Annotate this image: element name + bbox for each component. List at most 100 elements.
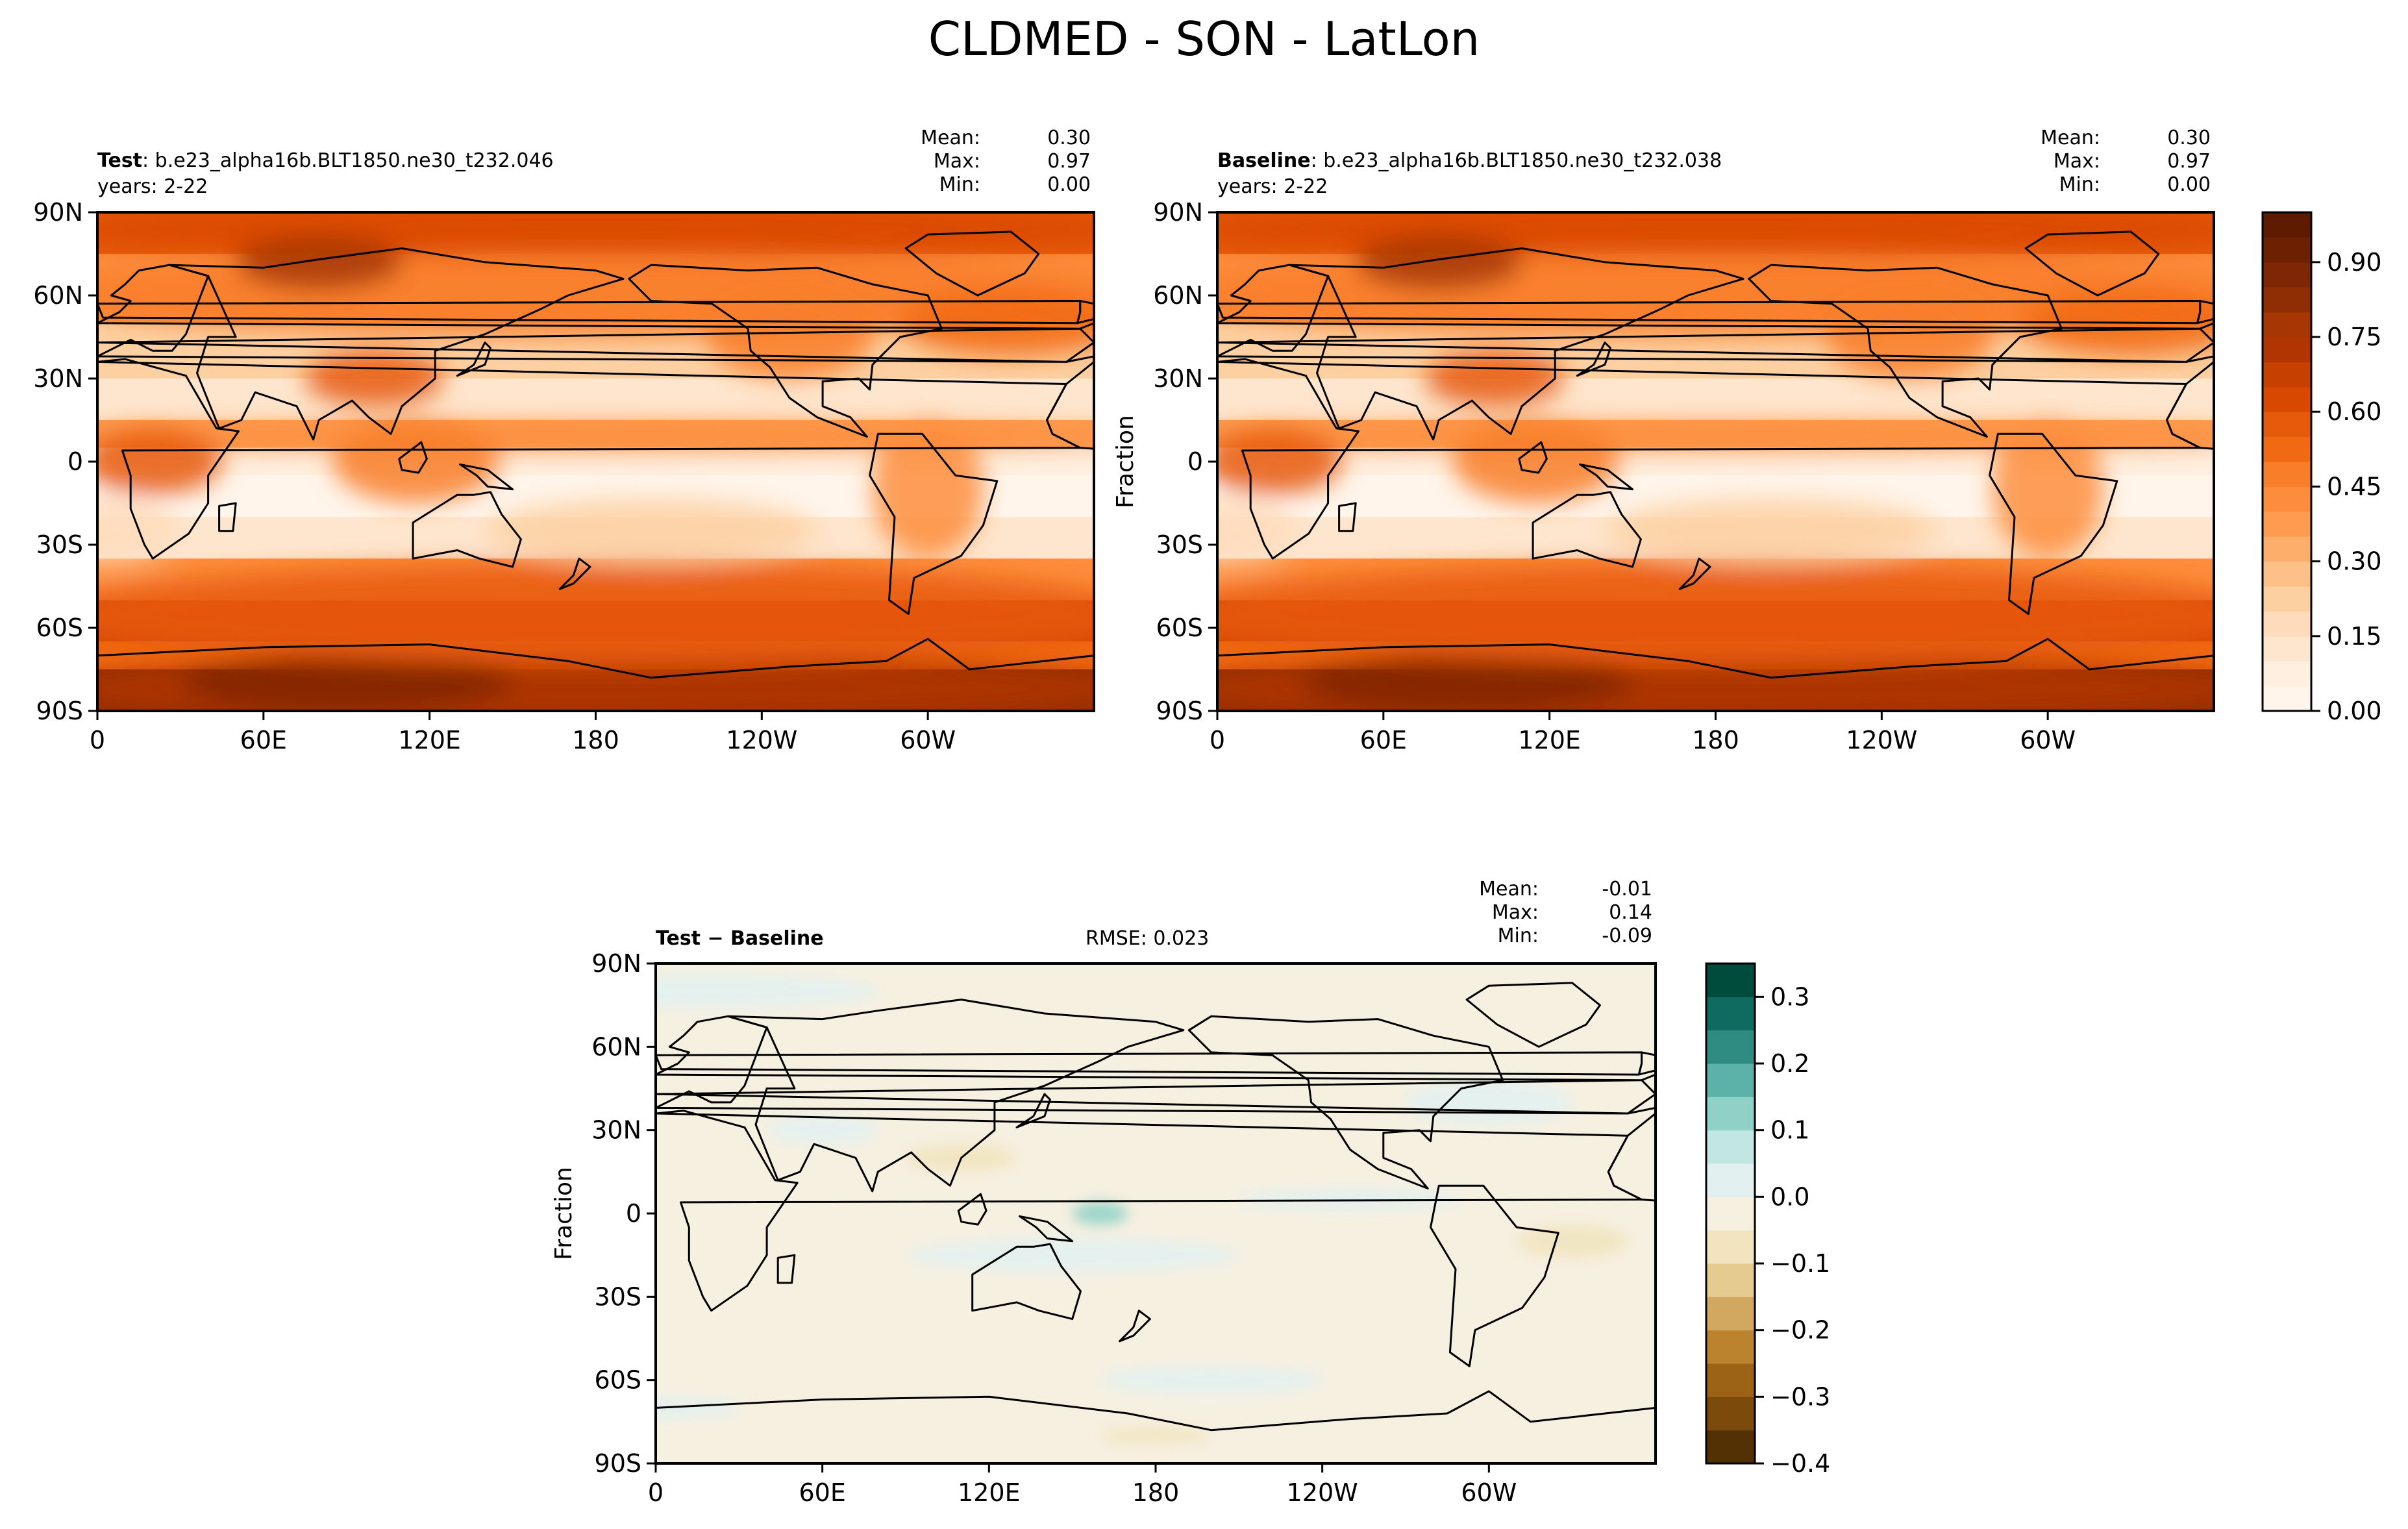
test-max-label: Max:: [933, 150, 980, 173]
coastlines: [97, 230, 1094, 711]
x-tick-label: 120W: [1287, 1478, 1358, 1507]
field-blob: [1992, 420, 2104, 559]
coastline-africa: [97, 358, 1082, 560]
test-case-name: : b.e23_alpha16b.BLT1850.ne30_t232.046: [142, 149, 554, 172]
colorbar-tick-label: −0.3: [1770, 1382, 1830, 1411]
baseline-years: years: 2-22: [1217, 175, 1328, 198]
x-tick-label: 120E: [1518, 726, 1581, 754]
diff-mean-label: Mean:: [1479, 878, 1539, 901]
ticks-difference: 0 60E 120E 180 120W 60W 90N 60N 30N 0 30S 60S 90S: [591, 949, 1517, 1507]
field-blob: [484, 497, 817, 564]
diff-blobs: [656, 975, 1628, 1445]
baseline-min-label: Min:: [2059, 173, 2100, 196]
diff-min-value: -0.09: [1602, 925, 1652, 947]
field-blob: [1217, 428, 1342, 495]
field-blob: [1217, 212, 2214, 257]
field-blob: [97, 564, 1094, 664]
x-tick-label: 120E: [958, 1478, 1021, 1507]
colorbar-segment: [2263, 412, 2311, 438]
field-blob: [706, 295, 873, 379]
coastlines: [656, 982, 1656, 1463]
x-tick-label: 120E: [398, 726, 461, 754]
field-blob: [97, 212, 1094, 257]
coastline-samerica: [869, 432, 999, 615]
colorbar-tick-label: 0.3: [1770, 982, 1809, 1011]
diff-label: Test − Baseline: [656, 927, 824, 950]
x-tick-label: 60E: [799, 1478, 845, 1507]
colorbar-segment: [2263, 561, 2311, 587]
colorbar-segment: [2263, 237, 2311, 263]
x-tick-label: 0: [90, 726, 105, 754]
field-blob: [304, 351, 443, 406]
colorbar-tick-label: −0.2: [1770, 1316, 1830, 1345]
y-tick-label: 60N: [1153, 281, 1203, 310]
y-tick-label: 30S: [36, 530, 83, 559]
y-tick-label: 30N: [1153, 364, 1203, 393]
field-blob: [1300, 655, 1633, 711]
y-tick-label: 60S: [1156, 614, 1203, 642]
ticks-test: 0 60E 120E 180 120W 60W 90N 60N 30N 0 30S 60S 90S: [33, 198, 956, 754]
colorbar-segment: [2263, 462, 2311, 487]
y-tick-label: 90S: [36, 697, 83, 725]
ticks-baseline: 0 60E 120E 180 120W 60W 90N 60N 30N 0 30S 60S 90S: [1153, 198, 2076, 754]
colorbar-segment: [1706, 1230, 1755, 1264]
diff-stat-labels: Mean: Max: Min:: [1441, 878, 1539, 948]
field-blobs: [1217, 212, 2214, 711]
coastline-asia: [1288, 247, 1744, 441]
coastline-antarctica: [1217, 638, 2214, 711]
y-tick-label: 0: [1187, 447, 1203, 476]
coastline-europe-wrap: [1626, 1073, 1656, 1115]
y-tick-label: 60N: [33, 281, 83, 310]
baseline-mean-value: 0.30: [2167, 127, 2211, 149]
colorbar-tick-label: 0.2: [1770, 1049, 1809, 1078]
coastline-africa: [1217, 358, 2202, 560]
field-blobs: [97, 212, 1094, 711]
test-min-label: Min:: [939, 173, 980, 196]
test-years: years: 2-22: [97, 175, 208, 198]
coastline-europe-wrap: [2185, 322, 2214, 363]
test-min-value: 0.00: [1047, 173, 1091, 196]
coastline-madagascar: [218, 502, 237, 532]
y-tick-label: 0: [68, 447, 83, 476]
y-tick-label: 90N: [1153, 198, 1203, 227]
y-tick-label: 30S: [595, 1282, 641, 1311]
colorbar-tick-label: −0.1: [1770, 1249, 1830, 1278]
test-mean-value: 0.30: [1047, 127, 1091, 149]
field-blob: [180, 655, 513, 711]
colorbar-tick-label: 0.90: [2327, 248, 2382, 277]
coastline-newguinea: [1018, 1215, 1074, 1243]
y-tick-label: 90S: [1156, 697, 1203, 725]
field-blob: [1356, 234, 1522, 290]
colorbar-tick-label: 0.00: [2327, 697, 2382, 725]
baseline-case-name: : b.e23_alpha16b.BLT1850.ne30_t232.038: [1310, 149, 1722, 172]
colorbar-segment: [1706, 963, 1755, 997]
y-axis-label-baseline: Fraction: [1112, 415, 1139, 508]
diff-stat-values: -0.01 0.14 -0.09: [1539, 878, 1652, 948]
baseline-label: Baseline: b.e23_alpha16b.BLT1850.ne30_t2…: [1217, 149, 1722, 173]
diff-blob: [656, 975, 878, 1008]
y-tick-label: 60S: [36, 614, 83, 642]
colorbar-segment: [2263, 287, 2311, 313]
colorbar-segment: [1706, 1297, 1755, 1331]
y-tick-label: 90N: [591, 949, 641, 978]
diff-blob: [1517, 1224, 1628, 1258]
coastline-uk-wrap: [2196, 300, 2214, 325]
coastline-japan: [1576, 342, 1611, 377]
coastline-antarctica: [97, 638, 1094, 711]
x-tick-label: 60W: [1461, 1478, 1517, 1507]
diff-rmse: RMSE: 0.023: [1086, 927, 1210, 950]
colorbar-frame: [1705, 962, 1756, 1465]
x-tick-label: 180: [572, 726, 619, 754]
baseline-label-bold: Baseline: [1217, 149, 1311, 172]
diff-max-value: 0.14: [1602, 901, 1652, 924]
map-difference: [656, 963, 1656, 1463]
colorbar-segment: [2263, 486, 2311, 512]
zonal-band: [1217, 379, 2214, 420]
y-tick-label: 90N: [33, 198, 83, 227]
y-tick-label: 30N: [33, 364, 83, 393]
coastline-japan: [1015, 1093, 1051, 1128]
baseline-max-label: Max:: [2053, 150, 2100, 173]
colorbar-tick-label: 0.45: [2327, 472, 2382, 501]
y-tick-label: 60N: [591, 1032, 641, 1061]
